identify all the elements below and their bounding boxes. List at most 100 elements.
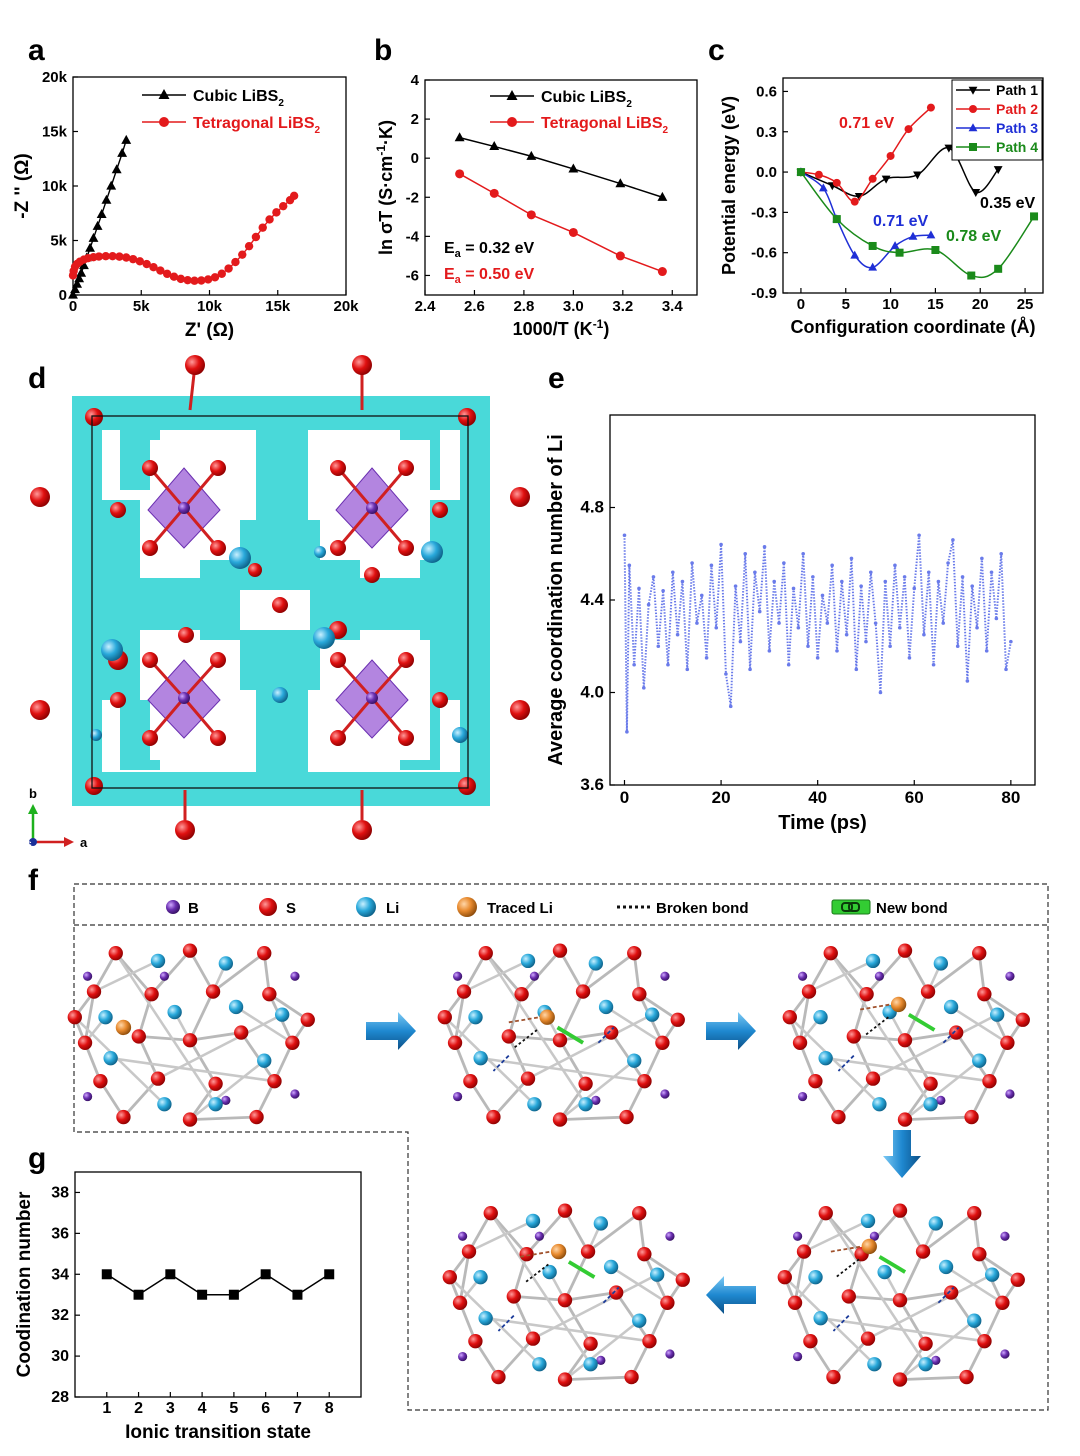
arrow-step-3 <box>883 1130 921 1178</box>
lithium-atom <box>808 1270 823 1285</box>
bond <box>83 991 96 1044</box>
series-line <box>623 535 1012 732</box>
data-point <box>922 632 926 637</box>
bond <box>899 1291 952 1302</box>
legend-label: Path 4 <box>996 139 1038 155</box>
data-point <box>115 252 124 261</box>
y-tick-label: 0.3 <box>756 124 777 141</box>
data-point <box>917 533 921 538</box>
sulfur-atom <box>897 943 913 958</box>
li-hop-arrow <box>832 1314 850 1332</box>
boron-atom <box>1000 1231 1010 1241</box>
x-tick-label: 5k <box>133 298 150 315</box>
migration-snapshots <box>67 943 1030 1387</box>
legend-marker <box>507 117 517 127</box>
data-point <box>728 704 733 709</box>
data-point <box>868 570 873 575</box>
data-point <box>324 1269 335 1280</box>
lithium-atom <box>167 1004 182 1020</box>
sulfur-atom <box>267 1074 282 1089</box>
data-point <box>142 259 151 269</box>
boron-atom <box>1000 1349 1010 1359</box>
lithium-atom <box>228 999 244 1015</box>
sulfur-atom <box>234 1025 249 1040</box>
bond <box>513 1294 566 1302</box>
data-point <box>646 602 651 607</box>
boron-atom <box>797 1091 808 1102</box>
data-point <box>999 551 1003 556</box>
bond <box>983 992 1024 1021</box>
data-point <box>926 103 935 112</box>
data-point <box>72 278 83 288</box>
bond <box>898 1209 925 1253</box>
bond <box>137 993 153 1037</box>
bond <box>138 1034 191 1042</box>
data-point <box>772 579 777 584</box>
bond <box>468 1219 534 1253</box>
legend-boron-label: B <box>188 900 199 917</box>
y-tick-label: -0.3 <box>751 204 777 221</box>
data-point <box>101 194 112 204</box>
data-point <box>74 273 85 283</box>
boron-atom <box>792 1351 803 1362</box>
data-point <box>897 625 902 630</box>
lithium-atom <box>103 1050 118 1066</box>
sulfur-atom <box>205 984 221 999</box>
sulfur-atom <box>642 1334 657 1349</box>
legend-traced-label: Traced Li <box>487 900 553 917</box>
data-point <box>92 220 103 230</box>
y-tick-label: 10k <box>42 178 68 195</box>
bond <box>638 992 679 1021</box>
sulfur-atom <box>892 1372 908 1387</box>
activation-energy-label: Ea = 0.32 eV <box>444 240 535 260</box>
bond <box>788 1016 881 1106</box>
bond <box>848 1294 901 1302</box>
data-point <box>685 667 690 672</box>
series-line <box>106 1273 330 1296</box>
sulfur-atom <box>437 1010 452 1025</box>
lithium-atom <box>525 1213 541 1229</box>
sulfur-atom <box>959 1369 974 1385</box>
data-point <box>68 289 78 299</box>
bond <box>808 959 874 993</box>
sulfur-atom <box>456 984 472 999</box>
arrow-step-4 <box>706 1276 756 1314</box>
x-tick-label: 2.8 <box>513 298 534 315</box>
data-point <box>832 215 841 224</box>
lithium-atom <box>218 956 234 971</box>
bond <box>898 1299 927 1345</box>
x-axis-label: Time (ps) <box>778 812 867 834</box>
bond <box>904 1059 981 1121</box>
sulfur-atom <box>860 1331 876 1346</box>
bond <box>793 1251 806 1304</box>
lithium-atom <box>257 1053 272 1068</box>
data-point <box>526 210 536 220</box>
bond <box>188 990 215 1041</box>
sulfur-atom <box>491 1369 506 1385</box>
bond <box>188 1039 217 1085</box>
activation-energy-label: Ea = 0.50 eV <box>444 266 535 286</box>
boron-atom <box>665 1231 675 1241</box>
lithium-atom <box>967 1313 982 1328</box>
y-tick-label: -6 <box>406 267 419 284</box>
sulfur-atom <box>624 1369 639 1385</box>
data-point <box>757 609 762 614</box>
data-point <box>489 188 499 198</box>
boron-atom <box>660 1089 670 1099</box>
new-bond <box>907 1012 936 1032</box>
sulfur-atom <box>782 1010 797 1025</box>
y-axis-label: Coodination number <box>14 1191 35 1377</box>
bond <box>137 1035 160 1080</box>
panel-label-a: a <box>28 34 45 67</box>
boron-atom <box>591 1095 601 1106</box>
data-point <box>815 656 820 660</box>
unit-cell-outline <box>91 415 469 789</box>
data-point <box>108 251 117 261</box>
data-point <box>748 667 752 672</box>
bond <box>467 1212 492 1253</box>
data-point <box>844 632 849 637</box>
li-hop-arrow <box>497 1314 515 1332</box>
crystal-structure-image: b a c <box>27 355 530 850</box>
legend-traced-atom <box>457 897 477 917</box>
data-point <box>782 561 786 565</box>
